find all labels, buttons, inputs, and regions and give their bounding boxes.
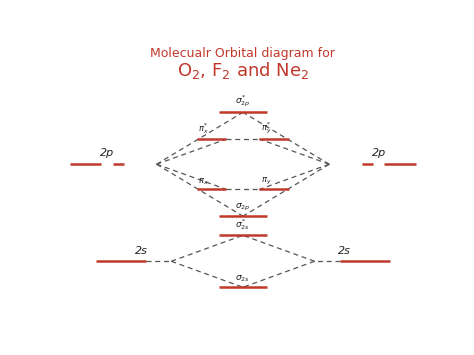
Text: $\pi_y$: $\pi_y$ (261, 176, 271, 187)
Text: Molecualr Orbital diagram for: Molecualr Orbital diagram for (150, 47, 336, 60)
Text: 2s: 2s (338, 246, 351, 256)
Text: $\sigma_{2s}$: $\sigma_{2s}$ (236, 273, 250, 284)
Text: 2p: 2p (100, 148, 114, 158)
Text: 2s: 2s (135, 246, 147, 256)
Text: $\sigma_{2p}$: $\sigma_{2p}$ (235, 202, 251, 213)
Text: $\pi_y^{*}$: $\pi_y^{*}$ (261, 121, 271, 136)
Text: $\pi_x^{*}$: $\pi_x^{*}$ (198, 121, 209, 136)
Text: 2p: 2p (372, 148, 386, 158)
Text: O$_2$, F$_2$ and Ne$_2$: O$_2$, F$_2$ and Ne$_2$ (177, 60, 309, 81)
Text: $\sigma_{2p}^{*}$: $\sigma_{2p}^{*}$ (235, 93, 251, 109)
Text: $\sigma_{2s}^{*}$: $\sigma_{2s}^{*}$ (236, 217, 250, 232)
Text: $\pi_x$: $\pi_x$ (198, 176, 209, 187)
